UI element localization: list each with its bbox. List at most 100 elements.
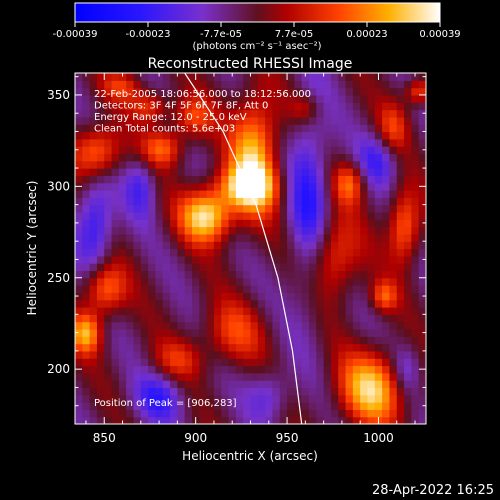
heatmap-cell	[228, 138, 237, 147]
heatmap-cell	[374, 263, 383, 272]
heatmap-cell	[257, 358, 266, 367]
heatmap-cell	[155, 175, 164, 184]
heatmap-cell	[352, 365, 361, 374]
heatmap-cell	[162, 138, 171, 147]
heatmap-cell	[243, 160, 252, 169]
heatmap-cell	[396, 182, 405, 191]
heatmap-cell	[104, 343, 113, 352]
heatmap-cell	[184, 190, 193, 198]
heatmap-cell	[316, 211, 325, 220]
heatmap-cell	[316, 321, 325, 330]
heatmap-cell	[352, 226, 361, 235]
heatmap-cell	[279, 124, 288, 133]
heatmap-cell	[235, 190, 244, 198]
heatmap-cell	[82, 116, 91, 125]
heatmap-cell	[133, 416, 142, 424]
heatmap-cell	[257, 270, 266, 279]
heatmap-cell	[213, 131, 222, 140]
heatmap-cell	[279, 394, 288, 403]
heatmap-cell	[75, 307, 83, 315]
heatmap-cell	[206, 350, 215, 359]
heatmap-cell	[272, 168, 281, 176]
heatmap-cell	[301, 102, 310, 111]
heatmap-cell	[89, 219, 98, 228]
heatmap-cell	[118, 314, 127, 323]
heatmap-cell	[126, 80, 135, 89]
heatmap-cell	[162, 175, 171, 184]
heatmap-cell	[382, 387, 391, 396]
heatmap-cell	[221, 328, 230, 337]
heatmap-cell	[235, 321, 244, 330]
heatmap-cell	[155, 168, 164, 176]
heatmap-cell	[170, 263, 178, 272]
heatmap-cell	[389, 175, 398, 184]
heatmap-cell	[162, 387, 171, 396]
heatmap-cell	[235, 416, 244, 424]
heatmap-cell	[257, 131, 266, 140]
heatmap-cell	[111, 343, 120, 352]
heatmap-cell	[162, 365, 171, 374]
heatmap-cell	[287, 270, 295, 279]
heatmap-cell	[221, 343, 230, 352]
heatmap-cell	[243, 336, 252, 345]
heatmap-cell	[309, 255, 317, 264]
heatmap-cell	[404, 314, 412, 323]
heatmap-cell	[199, 153, 208, 162]
heatmap-cell	[345, 248, 354, 257]
heatmap-cell	[272, 380, 281, 389]
x-tick-label: 900	[184, 431, 207, 445]
heatmap-cell	[294, 365, 303, 374]
heatmap-cell	[213, 116, 222, 125]
heatmap-cell	[257, 402, 266, 410]
heatmap-cell	[287, 80, 295, 89]
heatmap-cell	[82, 73, 91, 81]
heatmap-cell	[367, 402, 376, 410]
heatmap-cell	[418, 124, 426, 133]
heatmap-cell	[411, 233, 420, 242]
heatmap-cell	[170, 372, 178, 381]
heatmap-cell	[162, 87, 171, 96]
heatmap-cell	[389, 204, 398, 213]
heatmap-cell	[294, 416, 303, 424]
heatmap-cell	[272, 204, 281, 213]
heatmap-cell	[250, 153, 259, 162]
heatmap-cell	[111, 168, 120, 176]
heatmap-cell	[250, 307, 259, 315]
heatmap-cell	[170, 94, 178, 103]
heatmap-cell	[272, 343, 281, 352]
heatmap-cell	[140, 321, 149, 330]
heatmap-cell	[243, 409, 252, 418]
heatmap-cell	[257, 307, 266, 315]
heatmap-cell	[104, 299, 113, 308]
heatmap-cell	[418, 241, 426, 250]
heatmap-cell	[345, 168, 354, 176]
heatmap-cell	[294, 146, 303, 155]
heatmap-cell	[396, 153, 405, 162]
heatmap-cell	[206, 307, 215, 315]
heatmap-cell	[287, 102, 295, 111]
heatmap-cell	[170, 416, 178, 424]
heatmap-cell	[389, 336, 398, 345]
heatmap-cell	[389, 292, 398, 301]
heatmap-cell	[294, 277, 303, 286]
heatmap-cell	[111, 380, 120, 389]
heatmap-cell	[257, 314, 266, 323]
heatmap-cell	[257, 204, 266, 213]
heatmap-cell	[330, 153, 339, 162]
y-tick-label: 200	[47, 362, 70, 376]
heatmap-cell	[294, 138, 303, 147]
heatmap-cell	[367, 307, 376, 315]
heatmap-cell	[118, 372, 127, 381]
heatmap-cell	[250, 73, 259, 81]
heatmap-cell	[272, 211, 281, 220]
heatmap-cell	[338, 241, 347, 250]
heatmap-cell	[330, 175, 339, 184]
heatmap-cell	[309, 87, 317, 96]
heatmap-cell	[279, 365, 288, 374]
heatmap-cell	[330, 131, 339, 140]
heatmap-cell	[396, 190, 405, 198]
heatmap-cell	[89, 146, 98, 155]
heatmap-cell	[155, 358, 164, 367]
heatmap-cell	[155, 307, 164, 315]
heatmap-cell	[177, 116, 186, 125]
